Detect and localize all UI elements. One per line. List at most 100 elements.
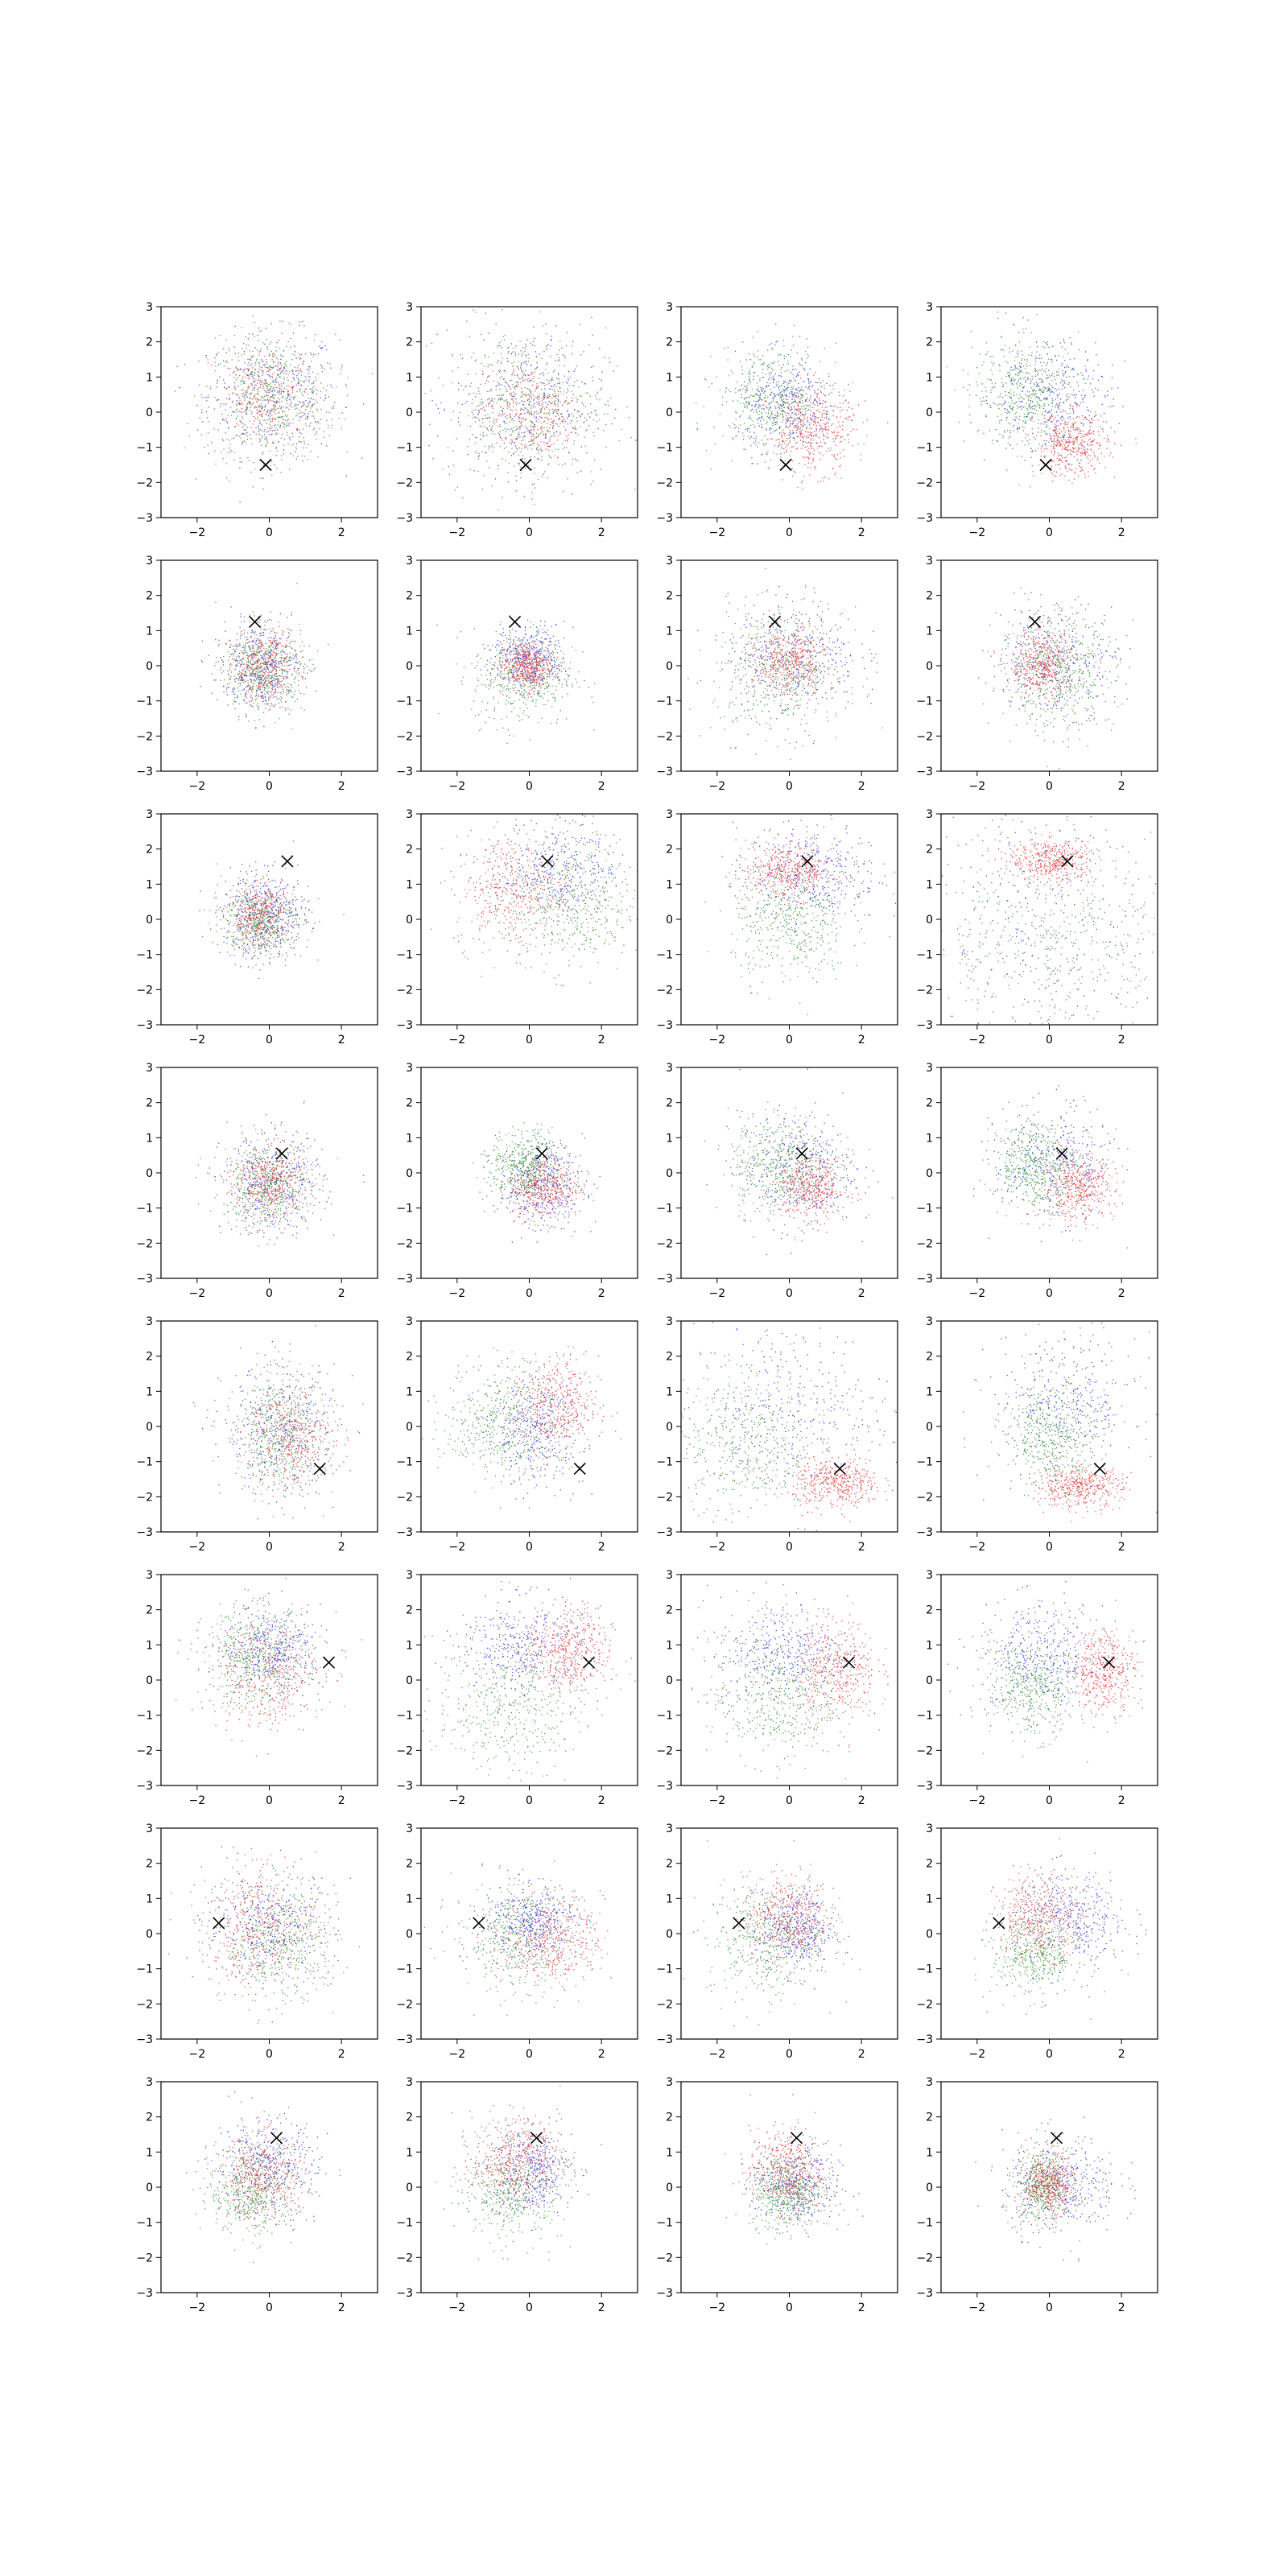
y-tick-label: 1 — [666, 2146, 673, 2159]
y-tick-label: −3 — [916, 1273, 933, 1286]
axes-frame — [940, 1827, 1158, 2040]
series-red-dots — [477, 1886, 612, 1996]
series-blue-dots — [479, 1129, 601, 1243]
y-tick-label: 1 — [666, 878, 673, 891]
axes-frame — [160, 559, 378, 772]
y-tick-label: −1 — [136, 1203, 153, 1216]
x-tick-label: 2 — [858, 1541, 865, 1554]
y-tick-label: −1 — [136, 2217, 153, 2230]
x-marker — [313, 1462, 326, 1475]
y-tick-label: 0 — [666, 407, 673, 419]
y-tick-label: −3 — [916, 512, 933, 525]
scatter-points — [975, 2116, 1136, 2262]
x-tick-label: −2 — [189, 1541, 206, 1554]
y-tick-label: 1 — [146, 371, 153, 384]
x-tick-label: −2 — [969, 2048, 986, 2061]
y-tick-label: −2 — [136, 2252, 153, 2264]
series-blue-dots — [683, 1322, 898, 1530]
x-tick-label: 0 — [266, 2048, 273, 2061]
series-green-dots — [687, 568, 883, 760]
y-tick-label: 1 — [406, 2146, 413, 2159]
y-tick-label: 0 — [146, 1421, 153, 1434]
x-tick-label: −2 — [189, 1287, 206, 1300]
x-tick-label: 0 — [1046, 2301, 1053, 2314]
series-red-dots — [1032, 1141, 1123, 1242]
y-tick-label: 2 — [926, 1604, 933, 1617]
x-tick-label: 2 — [1118, 1287, 1125, 1300]
scatter-points — [199, 840, 345, 979]
scatter-points — [200, 583, 329, 729]
scatter-points — [724, 2094, 864, 2245]
y-tick-label: 2 — [926, 844, 933, 857]
y-tick-label: −1 — [656, 696, 673, 708]
y-tick-label: 1 — [146, 1132, 153, 1145]
y-tick-label: −1 — [916, 949, 933, 962]
axes-frame — [680, 306, 898, 518]
y-tick-label: 1 — [406, 371, 413, 384]
x-tick-label: 2 — [338, 1287, 345, 1300]
y-tick-label: 1 — [666, 1893, 673, 1905]
x-tick-label: 0 — [786, 2048, 793, 2061]
x-marker — [509, 615, 522, 628]
series-green-dots — [202, 601, 329, 729]
y-tick-label: −1 — [656, 1456, 673, 1469]
y-tick-label: −2 — [916, 984, 933, 997]
x-marker — [582, 1656, 596, 1669]
series-green — [946, 311, 1096, 488]
y-tick-label: 0 — [146, 1674, 153, 1687]
x-tick-label: −2 — [449, 526, 466, 539]
series-red — [774, 1442, 894, 1522]
x-tick-label: 2 — [338, 1794, 345, 1807]
y-tick-label: 3 — [406, 555, 413, 568]
x-tick-label: 0 — [786, 2301, 793, 2314]
y-tick-label: −2 — [656, 1491, 673, 1504]
x-tick-label: 0 — [266, 1794, 273, 1807]
series-green — [212, 1360, 359, 1517]
y-tick-label: 3 — [666, 2076, 673, 2089]
series-red — [214, 1100, 320, 1239]
y-tick-label: −2 — [656, 1744, 673, 1757]
series-green-dots — [423, 1626, 608, 1781]
y-tick-label: 3 — [666, 1062, 673, 1075]
series-green — [177, 1577, 347, 1716]
x-tick-label: 0 — [266, 526, 273, 539]
y-tick-label: −2 — [656, 730, 673, 743]
y-tick-label: 3 — [666, 555, 673, 568]
y-tick-label: −1 — [396, 442, 413, 455]
x-tick-label: −2 — [189, 1034, 206, 1046]
x-tick-label: −2 — [969, 1541, 986, 1554]
y-tick-label: −2 — [396, 984, 413, 997]
x-tick-label: 0 — [1046, 780, 1053, 793]
y-tick-label: 0 — [666, 1928, 673, 1941]
x-tick-label: 0 — [1046, 1287, 1053, 1300]
y-tick-label: −3 — [396, 1273, 413, 1286]
y-tick-label: −2 — [916, 1998, 933, 2011]
x-marker — [530, 2132, 543, 2145]
series-green-dots — [681, 1353, 851, 1532]
series-red — [211, 583, 313, 720]
series-red — [741, 2094, 847, 2234]
y-tick-label: −3 — [136, 2287, 153, 2300]
series-green — [193, 1851, 361, 2024]
scatter-points — [941, 815, 1157, 1025]
x-tick-label: 0 — [1046, 2048, 1053, 2061]
y-tick-label: −2 — [916, 2252, 933, 2264]
axes-frame — [160, 1320, 378, 1533]
x-marker — [259, 458, 272, 472]
series-green-dots — [946, 311, 1096, 488]
y-tick-label: 0 — [146, 2182, 153, 2194]
y-tick-label: 1 — [666, 371, 673, 384]
scatter-points — [473, 1122, 601, 1243]
series-blue-dots — [967, 312, 1125, 482]
series-blue-dots — [988, 1838, 1158, 1998]
scatter-points — [974, 1838, 1158, 2020]
y-tick-label: −3 — [656, 1526, 673, 1539]
scatter-points — [424, 309, 637, 511]
y-tick-label: 2 — [146, 844, 153, 857]
y-tick-label: −1 — [656, 949, 673, 962]
x-marker — [1039, 458, 1052, 472]
y-tick-label: −3 — [136, 1526, 153, 1539]
x-marker — [573, 1462, 586, 1475]
subplot-r6-c3: −2 0 2 −3 −2 −1 0 1 2 3 — [656, 1569, 898, 1807]
x-marker — [1093, 1462, 1106, 1475]
